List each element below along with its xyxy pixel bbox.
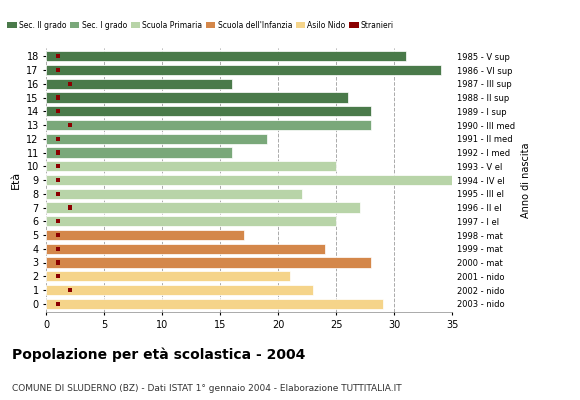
Bar: [46, 188, 302, 199]
Bar: [46, 257, 371, 268]
Bar: [67, 82, 72, 86]
Bar: [56, 260, 60, 265]
Bar: [56, 246, 60, 251]
Bar: [46, 78, 232, 89]
Bar: [67, 123, 72, 127]
Bar: [46, 230, 244, 240]
Bar: [46, 147, 232, 158]
Bar: [46, 161, 336, 172]
Text: Popolazione per età scolastica - 2004: Popolazione per età scolastica - 2004: [12, 348, 305, 362]
Bar: [56, 164, 60, 168]
Bar: [56, 302, 60, 306]
Bar: [56, 150, 60, 155]
Bar: [46, 298, 383, 309]
Bar: [56, 68, 60, 72]
Bar: [46, 202, 360, 213]
Bar: [46, 216, 336, 226]
Bar: [56, 95, 60, 100]
Y-axis label: Anno di nascita: Anno di nascita: [521, 142, 531, 218]
Bar: [46, 285, 313, 295]
Bar: [46, 244, 325, 254]
Bar: [56, 219, 60, 224]
Bar: [56, 178, 60, 182]
Bar: [46, 65, 441, 75]
Bar: [46, 175, 452, 185]
Bar: [46, 92, 348, 103]
Bar: [46, 51, 406, 62]
Bar: [56, 274, 60, 278]
Y-axis label: Età: Età: [11, 171, 21, 189]
Bar: [67, 205, 72, 210]
Bar: [56, 136, 60, 141]
Legend: Sec. II grado, Sec. I grado, Scuola Primaria, Scuola dell'Infanzia, Asilo Nido, : Sec. II grado, Sec. I grado, Scuola Prim…: [4, 18, 397, 33]
Bar: [56, 109, 60, 114]
Bar: [56, 233, 60, 237]
Bar: [46, 106, 371, 116]
Bar: [56, 192, 60, 196]
Bar: [56, 54, 60, 58]
Text: COMUNE DI SLUDERNO (BZ) - Dati ISTAT 1° gennaio 2004 - Elaborazione TUTTITALIA.I: COMUNE DI SLUDERNO (BZ) - Dati ISTAT 1° …: [12, 384, 401, 393]
Bar: [46, 271, 290, 282]
Bar: [46, 134, 267, 144]
Bar: [67, 288, 72, 292]
Bar: [46, 120, 371, 130]
